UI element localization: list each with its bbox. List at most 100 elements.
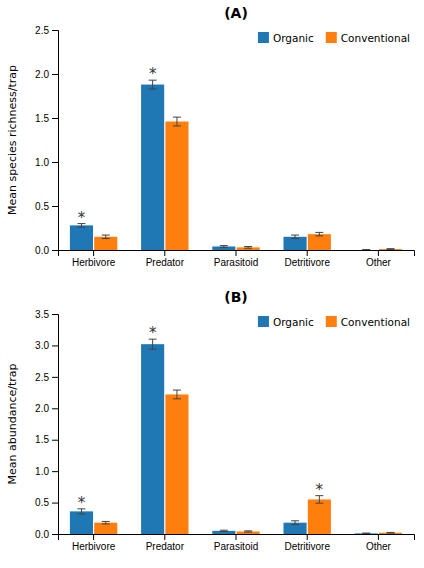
error-bar — [102, 235, 110, 239]
bar — [308, 234, 331, 250]
y-axis-line — [52, 315, 59, 535]
x-tick-mark — [93, 250, 94, 256]
chart-root: * * Herbivore Predator Parasitoid Detritivore… — [0, 0, 424, 568]
annotation: * — [316, 481, 324, 499]
legend: OrganicConventional — [258, 316, 410, 328]
y-tick-label: 3.5 — [35, 309, 49, 320]
x-axis: Herbivore Predator Parasitoid Detritivore Ot… — [59, 250, 415, 268]
y-tick-mark — [52, 314, 58, 315]
y-axis-title: Mean species richness/trap — [6, 65, 19, 215]
y-tick: 1.0 — [35, 157, 58, 168]
bar — [141, 85, 164, 250]
series — [94, 390, 402, 534]
x-tick: Other — [366, 250, 392, 268]
x-tick: Herbivore — [72, 250, 116, 268]
x-tick-mark — [378, 534, 379, 540]
y-axis-title: Mean abundance/trap — [6, 364, 19, 485]
y-tick-mark — [52, 30, 58, 31]
y-tick: 3.0 — [35, 340, 58, 351]
bar — [308, 499, 331, 534]
y-tick-label: 2.0 — [35, 69, 49, 80]
annotation: * — [149, 65, 157, 83]
x-tick-label: Predator — [146, 257, 185, 268]
bar — [212, 531, 235, 534]
x-tick-label: Parasitoid — [214, 257, 258, 268]
bar — [141, 344, 164, 534]
y-tick-label: 1.0 — [35, 157, 49, 168]
x-tick-label: Detritivore — [284, 257, 330, 268]
y-axis: 0.00.51.01.52.02.5 — [35, 25, 58, 256]
legend-item: Organic — [258, 316, 314, 328]
y-tick: 1.5 — [35, 434, 58, 445]
x-tick-label: Predator — [146, 541, 185, 552]
x-tick-label: Herbivore — [72, 257, 116, 268]
x-tick: Other — [366, 534, 392, 552]
y-tick: 0.5 — [35, 201, 58, 212]
series — [70, 339, 378, 534]
x-tick: Detritivore — [284, 534, 330, 552]
error-bar — [220, 530, 228, 531]
bar — [165, 394, 188, 534]
error-bar — [244, 531, 252, 532]
y-tick-label: 1.5 — [35, 434, 49, 445]
chart-title: (A) — [224, 5, 248, 21]
x-tick-mark — [93, 534, 94, 540]
legend-label: Organic — [273, 32, 314, 44]
y-tick-label: 0.5 — [35, 497, 49, 508]
x-tick-label: Other — [366, 257, 392, 268]
y-tick-mark — [52, 503, 58, 504]
plot-area — [70, 80, 402, 250]
y-tick: 2.5 — [35, 25, 58, 36]
x-tick-mark — [164, 250, 165, 256]
y-tick: 3.5 — [35, 309, 58, 320]
y-tick-mark — [52, 74, 58, 75]
annotation: * — [78, 209, 86, 227]
y-tick-mark — [52, 408, 58, 409]
y-tick-label: 1.0 — [35, 466, 49, 477]
y-tick: 0.0 — [35, 245, 58, 256]
y-tick-mark — [52, 345, 58, 346]
annotation: * — [149, 324, 157, 342]
legend: Organic Conventional — [258, 32, 410, 44]
y-tick-label: 2.5 — [35, 25, 49, 36]
y-tick-label: 2.0 — [35, 403, 49, 414]
legend-item: Organic — [258, 32, 314, 44]
error-bar — [173, 117, 181, 126]
x-axis: Herbivore Predator Parasitoid Detritivore Ot… — [59, 534, 415, 552]
x-tick-label: Herbivore — [72, 541, 116, 552]
series — [70, 80, 370, 250]
error-bar — [387, 532, 395, 534]
x-tick: Detritivore — [284, 250, 330, 268]
error-bar — [173, 390, 181, 399]
legend-label: Conventional — [341, 32, 410, 44]
y-tick: 0.0 — [35, 529, 58, 540]
x-tick-label: Other — [366, 541, 392, 552]
y-tick: 2.5 — [35, 372, 58, 383]
error-bar — [315, 232, 323, 236]
x-tick-mark — [236, 534, 237, 540]
y-tick-mark — [52, 118, 58, 119]
bar — [355, 250, 378, 251]
annotation: * — [78, 494, 86, 512]
x-tick-mark — [307, 250, 308, 256]
y-tick: 1.0 — [35, 466, 58, 477]
error-bar — [362, 533, 370, 534]
y-tick: 2.0 — [35, 69, 58, 80]
legend-swatch — [326, 316, 337, 327]
bar — [379, 249, 402, 250]
y-axis-line — [52, 31, 59, 251]
x-tick-label: Parasitoid — [214, 541, 258, 552]
chart-title: (B) — [224, 289, 247, 305]
bar — [237, 247, 260, 250]
error-bar — [387, 248, 395, 250]
error-bar — [102, 521, 110, 524]
x-axis-line — [59, 535, 415, 541]
y-tick: 0.5 — [35, 497, 58, 508]
error-bar — [220, 246, 228, 248]
x-tick-mark — [236, 250, 237, 256]
error-bar — [291, 235, 299, 239]
x-tick: Predator — [146, 534, 185, 552]
error-bar — [362, 249, 370, 250]
legend-swatch — [258, 316, 269, 327]
x-tick-label: Detritivore — [284, 541, 330, 552]
